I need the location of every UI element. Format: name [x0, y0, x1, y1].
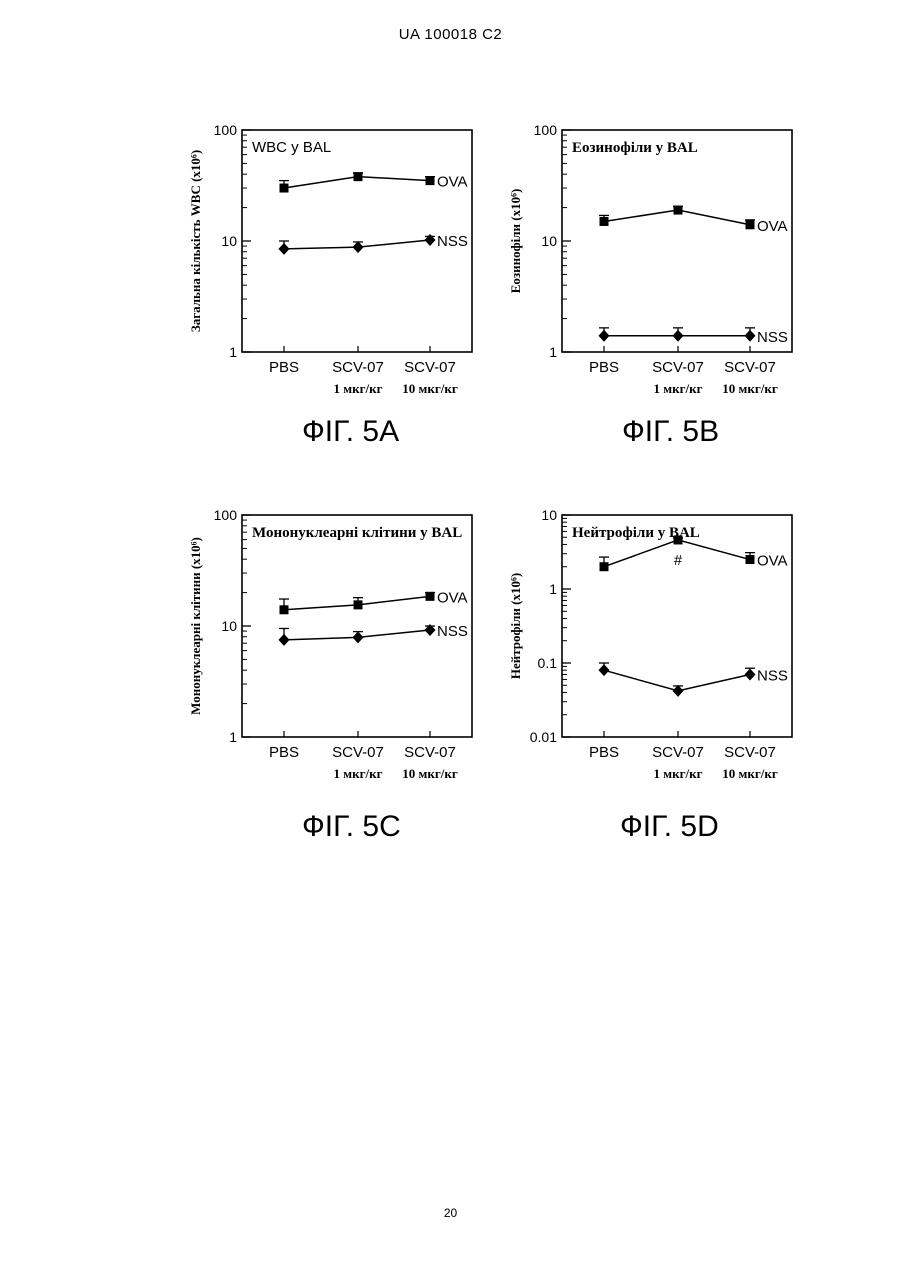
chart-5d-series-ova-label: OVA: [757, 553, 788, 570]
chart-5d-series-ova-point: [600, 562, 609, 571]
chart-5a-x-tick-label: SCV-07: [404, 359, 456, 376]
chart-5b-series-nss-point: [745, 330, 756, 342]
chart-5c-title: Мононуклеарні клітини у BAL: [252, 525, 462, 541]
chart-5c-x-tick-sublabel: 10 мкг/кг: [402, 766, 458, 781]
chart-5c-series-ova-label: OVA: [437, 589, 468, 606]
chart-5d-y-tick-label: 10: [541, 507, 557, 523]
chart-5d-y-tick-label: 1: [549, 581, 557, 597]
chart-5c-x-tick-label: PBS: [269, 744, 299, 761]
chart-5a-y-tick-label: 100: [214, 122, 238, 138]
chart-5c-y-tick-label: 1: [229, 729, 237, 745]
chart-5d-series-nss-point: [745, 668, 756, 680]
chart-5b-series-nss-point: [673, 330, 684, 342]
chart-5b-y-axis-label: Еозинофіли (x10⁶): [508, 189, 523, 294]
chart-5b-series-nss-point: [599, 330, 610, 342]
chart-5c-series-nss-label: NSS: [437, 623, 468, 640]
chart-5c-y-tick-label: 100: [214, 507, 238, 523]
chart-5b-x-tick-sublabel: 1 мкг/кг: [653, 381, 702, 396]
chart-5d-series-ova-point: [746, 555, 755, 564]
chart-5b-series-ova-point: [600, 217, 609, 226]
chart-5a-y-tick-label: 10: [221, 233, 237, 249]
chart-5d-series-nss-point: [673, 685, 684, 697]
chart-5b-plot-frame: [562, 130, 792, 352]
chart-5b-x-tick-label: PBS: [589, 359, 619, 376]
chart-5a-x-tick-sublabel: 10 мкг/кг: [402, 381, 458, 396]
chart-5c-y-axis-label: Мононуклеарні клітини (x10⁶): [188, 537, 203, 715]
chart-5c-series-ova-point: [426, 592, 435, 601]
chart-5c-x-tick-label: SCV-07: [332, 744, 384, 761]
chart-5b-series-ova-point: [674, 206, 683, 215]
chart-5b-title: Еозинофіли у BAL: [572, 140, 698, 156]
chart-5c-y-tick-label: 10: [221, 618, 237, 634]
chart-5a-series-nss-label: NSS: [437, 233, 468, 250]
chart-5c-series-nss-point: [353, 631, 364, 643]
chart-5b-y-tick-label: 10: [541, 233, 557, 249]
chart-5a-x-tick-sublabel: 1 мкг/кг: [333, 381, 382, 396]
chart-5d-x-tick-label: SCV-07: [652, 744, 704, 761]
chart-5d-y-tick-label: 0.01: [530, 729, 557, 745]
figure-label-5b: ФІГ. 5В: [622, 415, 719, 449]
chart-5d-x-tick-sublabel: 10 мкг/кг: [722, 766, 778, 781]
chart-5d-series-nss-label: NSS: [757, 667, 788, 684]
chart-5d-series-nss-point: [599, 664, 610, 676]
chart-5d-series-ova-point: [674, 535, 683, 544]
chart-5b: 1 10 100 PBS SCV-07 1 мкг/кг SCV-07 10 мкг/кг Ео…: [500, 120, 810, 410]
chart-5a-y-axis-label: Загальна кількість WBC (x10⁶): [188, 150, 203, 332]
chart-5a-x-tick-label: PBS: [269, 359, 299, 376]
chart-5d-annotation: #: [674, 552, 683, 569]
chart-5d-plot-frame: [562, 515, 792, 737]
chart-5c-x-tick-sublabel: 1 мкг/кг: [333, 766, 382, 781]
chart-5d-x-tick-label: SCV-07: [724, 744, 776, 761]
chart-5b-y-tick-label: 1: [549, 344, 557, 360]
patent-header: UA 100018 C2: [0, 26, 901, 43]
chart-5a-series-ova-point: [354, 172, 363, 181]
chart-5a: 1 10 100 PBS SCV-07 1 мкг/кг SCV-07 10 мкг/кг WB…: [180, 120, 490, 410]
chart-5c-x-tick-label: SCV-07: [404, 744, 456, 761]
chart-5a-series-ova-point: [426, 176, 435, 185]
chart-5b-y-tick-label: 100: [534, 122, 558, 138]
chart-5b-x-tick-label: SCV-07: [652, 359, 704, 376]
page-number: 20: [0, 1206, 901, 1220]
chart-5c-series-ova-point: [354, 600, 363, 609]
chart-5c: 1 10 100 PBS SCV-07 1 мкг/кг SCV-07 10 мкг/кг Мо…: [180, 505, 490, 795]
chart-5d: 0.01 0.1 1 10 PBS SCV-07 1 мкг/кг SCV-07 10 мкг/…: [500, 505, 810, 795]
chart-5d-y-axis-label: Нейтрофіли (x10⁶): [508, 573, 523, 679]
chart-5a-series-ova-point: [280, 184, 289, 193]
chart-5b-series-ova-label: OVA: [757, 218, 788, 235]
chart-5b-x-tick-sublabel: 10 мкг/кг: [722, 381, 778, 396]
chart-5a-series-nss-point: [279, 243, 290, 255]
chart-5a-y-tick-label: 1: [229, 344, 237, 360]
chart-5d-x-tick-sublabel: 1 мкг/кг: [653, 766, 702, 781]
figure-label-5a: ФІГ. 5А: [302, 415, 399, 449]
chart-5a-series-nss-point: [353, 241, 364, 253]
chart-5a-series-ova-label: OVA: [437, 174, 468, 191]
chart-5c-series-nss-point: [279, 634, 290, 646]
chart-5b-series-nss-label: NSS: [757, 329, 788, 346]
chart-5d-y-tick-label: 0.1: [538, 655, 558, 671]
chart-5b-x-tick-label: SCV-07: [724, 359, 776, 376]
chart-5a-x-tick-label: SCV-07: [332, 359, 384, 376]
figure-label-5d: ФІГ. 5D: [620, 810, 719, 844]
figure-label-5c: ФІГ. 5С: [302, 810, 401, 844]
chart-5d-x-tick-label: PBS: [589, 744, 619, 761]
chart-5b-series-ova-point: [746, 220, 755, 229]
chart-5a-title: WBC у BAL: [252, 139, 331, 156]
chart-5c-series-ova-point: [280, 605, 289, 614]
